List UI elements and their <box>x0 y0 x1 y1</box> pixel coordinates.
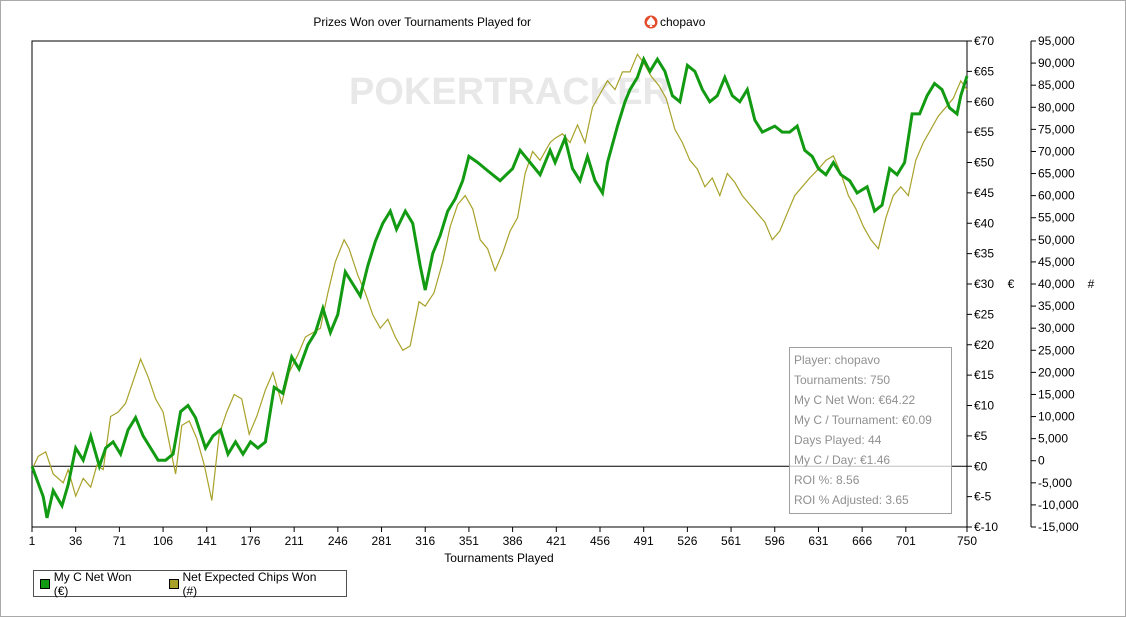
y-left-tick-label: €45 <box>974 186 994 200</box>
info-tournaments: Tournaments: 750 <box>794 373 891 387</box>
y-right-tick-label: 10,000 <box>1038 410 1075 424</box>
y-right-tick-label: 65,000 <box>1038 167 1075 181</box>
series-line-net-expected-chips-won <box>31 53 968 501</box>
x-tick-label: 106 <box>153 534 173 548</box>
y-right-tick-label: 40,000 <box>1038 277 1075 291</box>
info-player: Player: chopavo <box>794 353 881 367</box>
legend-swatch-net-won <box>40 578 50 589</box>
x-tick-label: 701 <box>896 534 916 548</box>
x-tick-label: 36 <box>69 534 83 548</box>
x-tick-label: 456 <box>590 534 610 548</box>
y-right-tick-label: 70,000 <box>1038 144 1075 158</box>
x-tick-label: 1 <box>29 534 36 548</box>
y-axis-right-label: # <box>1088 277 1095 291</box>
y-right-tick-label: 85,000 <box>1038 78 1075 92</box>
y-right-tick-label: 0 <box>1038 454 1045 468</box>
x-tick-label: 246 <box>328 534 348 548</box>
x-tick-label: 176 <box>240 534 260 548</box>
x-tick-label: 281 <box>372 534 392 548</box>
info-days-played: Days Played: 44 <box>794 433 882 447</box>
x-tick-label: 666 <box>852 534 872 548</box>
info-net-won: My C Net Won: €64.22 <box>794 393 916 407</box>
legend-label-expected-chips: Net Expected Chips Won (#) <box>182 569 317 598</box>
y-right-tick-label: -15,000 <box>1038 520 1079 534</box>
x-axis-label: Tournaments Played <box>444 551 553 565</box>
x-tick-label: 526 <box>677 534 697 548</box>
legend-item-expected-chips[interactable]: Net Expected Chips Won (#) <box>168 569 330 598</box>
stats-info-box: Player: chopavo Tournaments: 750 My C Ne… <box>789 347 952 514</box>
y-left-tick-label: €25 <box>974 307 994 321</box>
spade-icon <box>644 15 658 29</box>
chart-legend: My C Net Won (€) Net Expected Chips Won … <box>33 569 347 598</box>
x-tick-label: 750 <box>957 534 977 548</box>
y-right-tick-label: 5,000 <box>1038 432 1068 446</box>
y-left-tick-label: €0 <box>974 459 988 473</box>
y-left-tick-label: €35 <box>974 247 994 261</box>
y-right-tick-label: 80,000 <box>1038 100 1075 114</box>
y-right-tick-label: 95,000 <box>1038 34 1075 48</box>
y-right-tick-label: 30,000 <box>1038 321 1075 335</box>
y-right-tick-label: 75,000 <box>1038 122 1075 136</box>
y-right-tick-label: 15,000 <box>1038 387 1075 401</box>
y-right-tick-label: 60,000 <box>1038 189 1075 203</box>
y-left-tick-label: €40 <box>974 216 994 230</box>
y-left-tick-label: €60 <box>974 95 994 109</box>
legend-item-net-won[interactable]: My C Net Won (€) <box>40 570 147 598</box>
watermark: POKERTRACKER <box>349 71 670 113</box>
y-right-tick-label: 55,000 <box>1038 211 1075 225</box>
x-tick-label: 631 <box>808 534 828 548</box>
y-right-tick-label: 50,000 <box>1038 233 1075 247</box>
y-left-tick-label: €20 <box>974 338 994 352</box>
x-tick-label: 596 <box>765 534 785 548</box>
y-left-tick-label: €30 <box>974 277 994 291</box>
info-roi-adjusted: ROI % Adjusted: 3.65 <box>794 493 909 507</box>
y-left-tick-label: €55 <box>974 125 994 139</box>
legend-label-net-won: My C Net Won (€) <box>53 569 132 598</box>
y-left-tick-label: €15 <box>974 368 994 382</box>
y-left-tick-label: €50 <box>974 156 994 170</box>
y-right-tick-label: 20,000 <box>1038 365 1075 379</box>
info-per-day: My C / Day: €1.46 <box>794 453 891 467</box>
y-right-tick-label: 25,000 <box>1038 343 1075 357</box>
player-name: chopavo <box>660 15 706 29</box>
info-per-tournament: My C / Tournament: €0.09 <box>794 413 932 427</box>
x-tick-label: 71 <box>113 534 127 548</box>
y-left-tick-label: €-5 <box>974 490 992 504</box>
x-tick-label: 351 <box>459 534 479 548</box>
y-left-tick-label: €-10 <box>974 520 998 534</box>
x-tick-label: 561 <box>721 534 741 548</box>
y-axis-left-label: € <box>1008 277 1015 291</box>
x-tick-label: 141 <box>197 534 217 548</box>
y-right-tick-label: 35,000 <box>1038 299 1075 313</box>
y-left-tick-label: €5 <box>974 429 988 443</box>
series-line-my-c-net-won <box>30 55 969 519</box>
legend-swatch-expected-chips <box>168 578 179 589</box>
x-tick-label: 211 <box>285 534 304 548</box>
y-right-tick-label: -5,000 <box>1038 476 1072 490</box>
chart-title: Prizes Won over Tournaments Played for <box>313 15 531 29</box>
info-roi: ROI %: 8.56 <box>794 473 860 487</box>
y-right-tick-label: 90,000 <box>1038 56 1075 70</box>
x-tick-label: 421 <box>546 534 566 548</box>
x-tick-label: 386 <box>503 534 523 548</box>
x-tick-label: 316 <box>415 534 435 548</box>
y-right-tick-label: 45,000 <box>1038 255 1075 269</box>
y-left-tick-label: €70 <box>974 34 994 48</box>
y-left-tick-label: €10 <box>974 399 994 413</box>
x-tick-label: 491 <box>634 534 654 548</box>
y-left-tick-label: €65 <box>974 64 994 78</box>
y-right-tick-label: -10,000 <box>1038 498 1079 512</box>
